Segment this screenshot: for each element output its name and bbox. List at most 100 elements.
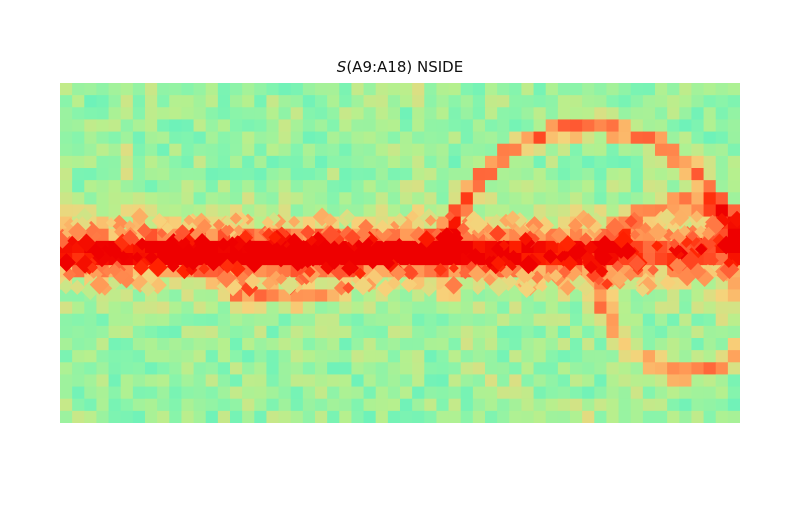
heatmap-cell — [278, 374, 292, 388]
heatmap-pixel — [639, 222, 652, 234]
heatmap-cell — [96, 155, 110, 169]
heatmap-cell — [497, 350, 510, 363]
heatmap-cell — [193, 192, 207, 206]
heatmap-pixel — [60, 253, 76, 272]
heatmap-cell — [351, 95, 365, 108]
heatmap-cell — [557, 325, 571, 339]
heatmap-cell — [157, 374, 170, 388]
heatmap-cell — [436, 325, 450, 339]
heatmap-pixel — [333, 280, 349, 296]
heatmap-cell — [363, 204, 377, 218]
heatmap-cell — [230, 155, 243, 169]
heatmap-pixel — [701, 226, 716, 241]
heatmap-pixel — [623, 267, 638, 282]
heatmap-cell — [509, 155, 523, 169]
heatmap-cell — [205, 204, 219, 218]
heatmap-cell — [594, 180, 608, 193]
heatmap-cell — [485, 398, 498, 412]
heatmap-cell — [448, 410, 462, 423]
heatmap-cell — [570, 325, 583, 339]
heatmap-cell — [691, 325, 705, 339]
heatmap-cell — [120, 325, 134, 339]
heatmap-cell — [509, 338, 523, 351]
heatmap-cell — [485, 362, 498, 376]
heatmap-cell — [217, 95, 231, 108]
heatmap-cell — [205, 350, 219, 363]
heatmap-cell — [606, 410, 620, 423]
chart-title-text: (A9:A18) NSIDE — [346, 58, 464, 76]
heatmap-cell — [157, 386, 170, 400]
heatmap-cell — [655, 374, 668, 388]
heatmap-cell — [642, 83, 656, 96]
heatmap-cell — [448, 325, 462, 339]
heatmap-cell — [230, 338, 243, 351]
heatmap-cell — [302, 301, 316, 315]
heatmap-cell — [436, 386, 450, 400]
heatmap-cell — [72, 313, 85, 327]
heatmap-cell — [217, 155, 231, 169]
heatmap-cell — [60, 301, 73, 315]
heatmap-cell — [363, 119, 377, 133]
heatmap-pixel — [190, 244, 205, 259]
heatmap-cell — [181, 350, 195, 363]
heatmap-cell — [472, 410, 486, 423]
heatmap-cell — [339, 410, 353, 423]
heatmap-cell — [655, 265, 668, 278]
heatmap-cell — [606, 398, 620, 412]
heatmap-cell — [727, 325, 740, 339]
heatmap-cell — [655, 155, 668, 169]
heatmap-cell — [618, 398, 632, 412]
heatmap-cell — [266, 192, 280, 206]
heatmap-cell — [375, 362, 389, 376]
heatmap-cell — [400, 410, 413, 423]
heatmap-cell — [132, 362, 146, 376]
heatmap-cell — [679, 289, 693, 303]
heatmap-cell — [582, 107, 595, 121]
heatmap-cell — [363, 398, 377, 412]
heatmap-cell — [145, 204, 158, 218]
heatmap-cell — [375, 313, 389, 327]
heatmap-cell — [96, 338, 110, 351]
heatmap-cell — [582, 192, 595, 206]
heatmap-cell — [254, 398, 268, 412]
heatmap-cell — [145, 301, 158, 315]
heatmap-cell — [667, 95, 680, 108]
heatmap-cell — [84, 325, 98, 339]
heatmap-pixel — [542, 271, 554, 283]
heatmap-cell — [315, 119, 328, 133]
heatmap-cell — [727, 228, 740, 242]
heatmap-cell — [400, 168, 413, 181]
heatmap-cell — [400, 313, 413, 327]
heatmap-cell — [521, 143, 535, 157]
heatmap-cell — [691, 289, 705, 303]
heatmap-cell — [727, 143, 740, 157]
heatmap-cell — [217, 168, 231, 181]
heatmap-cell — [363, 410, 377, 423]
heatmap-cell — [485, 301, 498, 315]
heatmap-cell — [108, 386, 122, 400]
heatmap-cell — [60, 168, 73, 181]
heatmap-cell — [230, 374, 243, 388]
heatmap-cell — [327, 325, 340, 339]
heatmap-cell — [60, 95, 73, 108]
heatmap-cell — [169, 313, 183, 327]
heatmap-cell — [132, 143, 146, 157]
heatmap-cell — [266, 95, 280, 108]
heatmap-cell — [193, 143, 207, 157]
heatmap-cell — [108, 338, 122, 351]
heatmap-cell — [145, 325, 158, 339]
heatmap-cell — [667, 143, 680, 157]
heatmap-cell — [485, 131, 498, 145]
heatmap-cell — [618, 374, 632, 388]
heatmap-cell — [242, 410, 255, 423]
heatmap-cell — [145, 143, 158, 157]
heatmap-cell — [412, 301, 425, 315]
heatmap-cell — [594, 168, 608, 181]
heatmap-cell — [618, 119, 632, 133]
heatmap-cell — [715, 338, 729, 351]
heatmap-cell — [193, 398, 207, 412]
heatmap-cell — [606, 95, 620, 108]
heatmap-pixel — [671, 208, 690, 227]
heatmap-pixel — [433, 263, 448, 277]
heatmap-cell — [655, 313, 668, 327]
